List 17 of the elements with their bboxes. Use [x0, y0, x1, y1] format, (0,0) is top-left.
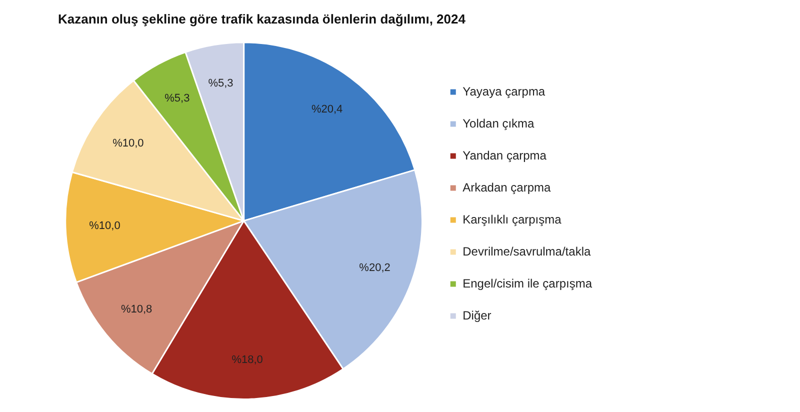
- data-label: %10,0: [89, 220, 120, 232]
- legend-label: Arkadan çarpma: [462, 180, 551, 194]
- data-label: %18,0: [232, 354, 263, 366]
- legend-label: Devrilme/savrulma/takla: [462, 244, 591, 258]
- legend-label: Karşılıklı çarpışma: [462, 212, 562, 226]
- data-label: %5,3: [208, 78, 234, 90]
- legend-label: Engel/cisim ile çarpışma: [462, 276, 592, 290]
- legend-label: Diğer: [462, 308, 492, 322]
- data-label: %10,8: [120, 304, 152, 316]
- data-label: %20,4: [311, 103, 343, 116]
- legend-label: Yandan çarpma: [462, 148, 547, 162]
- legend-label: Yayaya çarpma: [462, 84, 546, 98]
- chart-title: Kazanın oluş şekline göre trafik kazasında ölenlerin dağılımı, 2024: [58, 11, 466, 26]
- data-label: %10,0: [112, 137, 144, 150]
- data-label: %5,3: [164, 92, 190, 105]
- legend-label: Yoldan çıkma: [462, 116, 535, 130]
- data-label: %20,2: [359, 262, 390, 274]
